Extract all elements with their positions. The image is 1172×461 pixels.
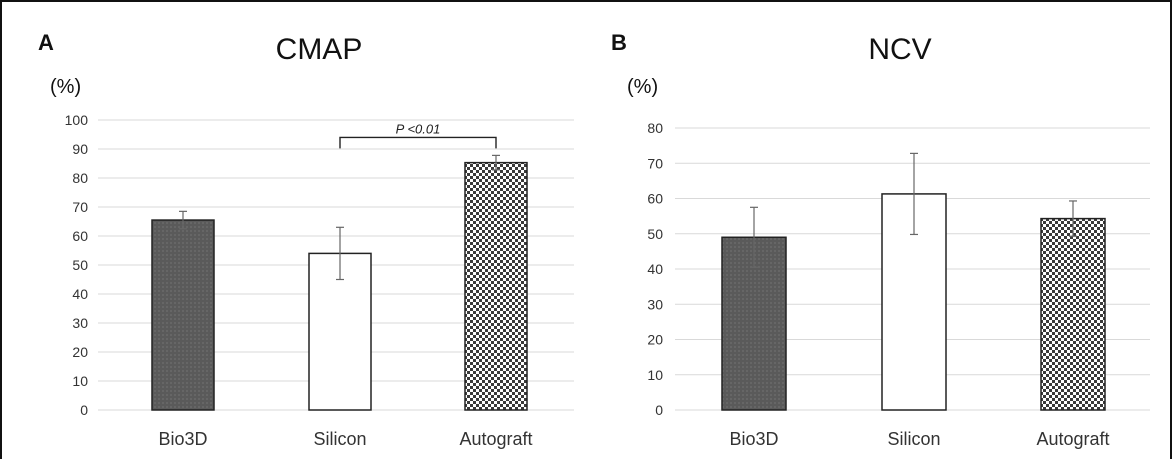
x-category-label: Silicon — [887, 429, 940, 449]
y-axis-unit-label: (%) — [50, 76, 81, 98]
y-tick-label: 0 — [80, 402, 88, 418]
panel-letter: A — [38, 30, 54, 55]
significance-bracket — [339, 136, 497, 149]
x-category-labels: Bio3D Silicon Autograft — [158, 429, 532, 449]
bar-layer — [151, 154, 528, 411]
significance-label: P <0.01 — [396, 121, 441, 136]
y-axis-unit-label: (%) — [627, 76, 658, 98]
chart-panel-ncv: B NCV (%) 0 10 20 30 40 50 60 70 80 Bio3D Silicon… — [611, 30, 1150, 449]
y-tick-label: 30 — [647, 296, 663, 312]
panel-letter: B — [611, 30, 627, 55]
y-tick-label: 50 — [72, 257, 88, 273]
y-tick-label: 10 — [647, 367, 663, 383]
bar-autograft — [464, 161, 528, 411]
y-tick-label: 90 — [72, 141, 88, 157]
y-tick-label: 30 — [72, 315, 88, 331]
y-tick-label: 20 — [72, 344, 88, 360]
y-tick-label: 70 — [72, 199, 88, 215]
x-category-label: Silicon — [313, 429, 366, 449]
x-category-labels: Bio3D Silicon Autograft — [729, 429, 1109, 449]
y-tick-label: 0 — [655, 402, 663, 418]
x-category-label: Autograft — [459, 429, 532, 449]
y-tick-label: 10 — [72, 373, 88, 389]
bar-bio3d — [151, 219, 215, 411]
y-tick-labels: 0 10 20 30 40 50 60 70 80 — [647, 120, 663, 418]
y-tick-label: 100 — [65, 112, 89, 128]
y-tick-label: 20 — [647, 332, 663, 348]
y-tick-label: 70 — [647, 155, 663, 171]
x-category-label: Autograft — [1036, 429, 1109, 449]
chart-title: CMAP — [276, 33, 363, 66]
annotation-layer: P <0.01 — [339, 121, 497, 149]
y-tick-label: 60 — [72, 228, 88, 244]
x-category-label: Bio3D — [158, 429, 207, 449]
y-tick-label: 80 — [647, 120, 663, 136]
y-tick-label: 60 — [647, 191, 663, 207]
chart-panel-cmap: A CMAP (%) 0 10 20 30 40 50 60 70 80 90 100 Bio3D S… — [38, 30, 574, 449]
chart-title: NCV — [868, 33, 931, 66]
y-tick-labels: 0 10 20 30 40 50 60 70 80 90 100 — [65, 112, 89, 418]
y-tick-label: 80 — [72, 170, 88, 186]
y-tick-label: 40 — [72, 286, 88, 302]
x-category-label: Bio3D — [729, 429, 778, 449]
y-tick-label: 40 — [647, 261, 663, 277]
y-tick-label: 50 — [647, 226, 663, 242]
bar-autograft — [1040, 217, 1106, 411]
bar-layer — [721, 152, 1106, 411]
